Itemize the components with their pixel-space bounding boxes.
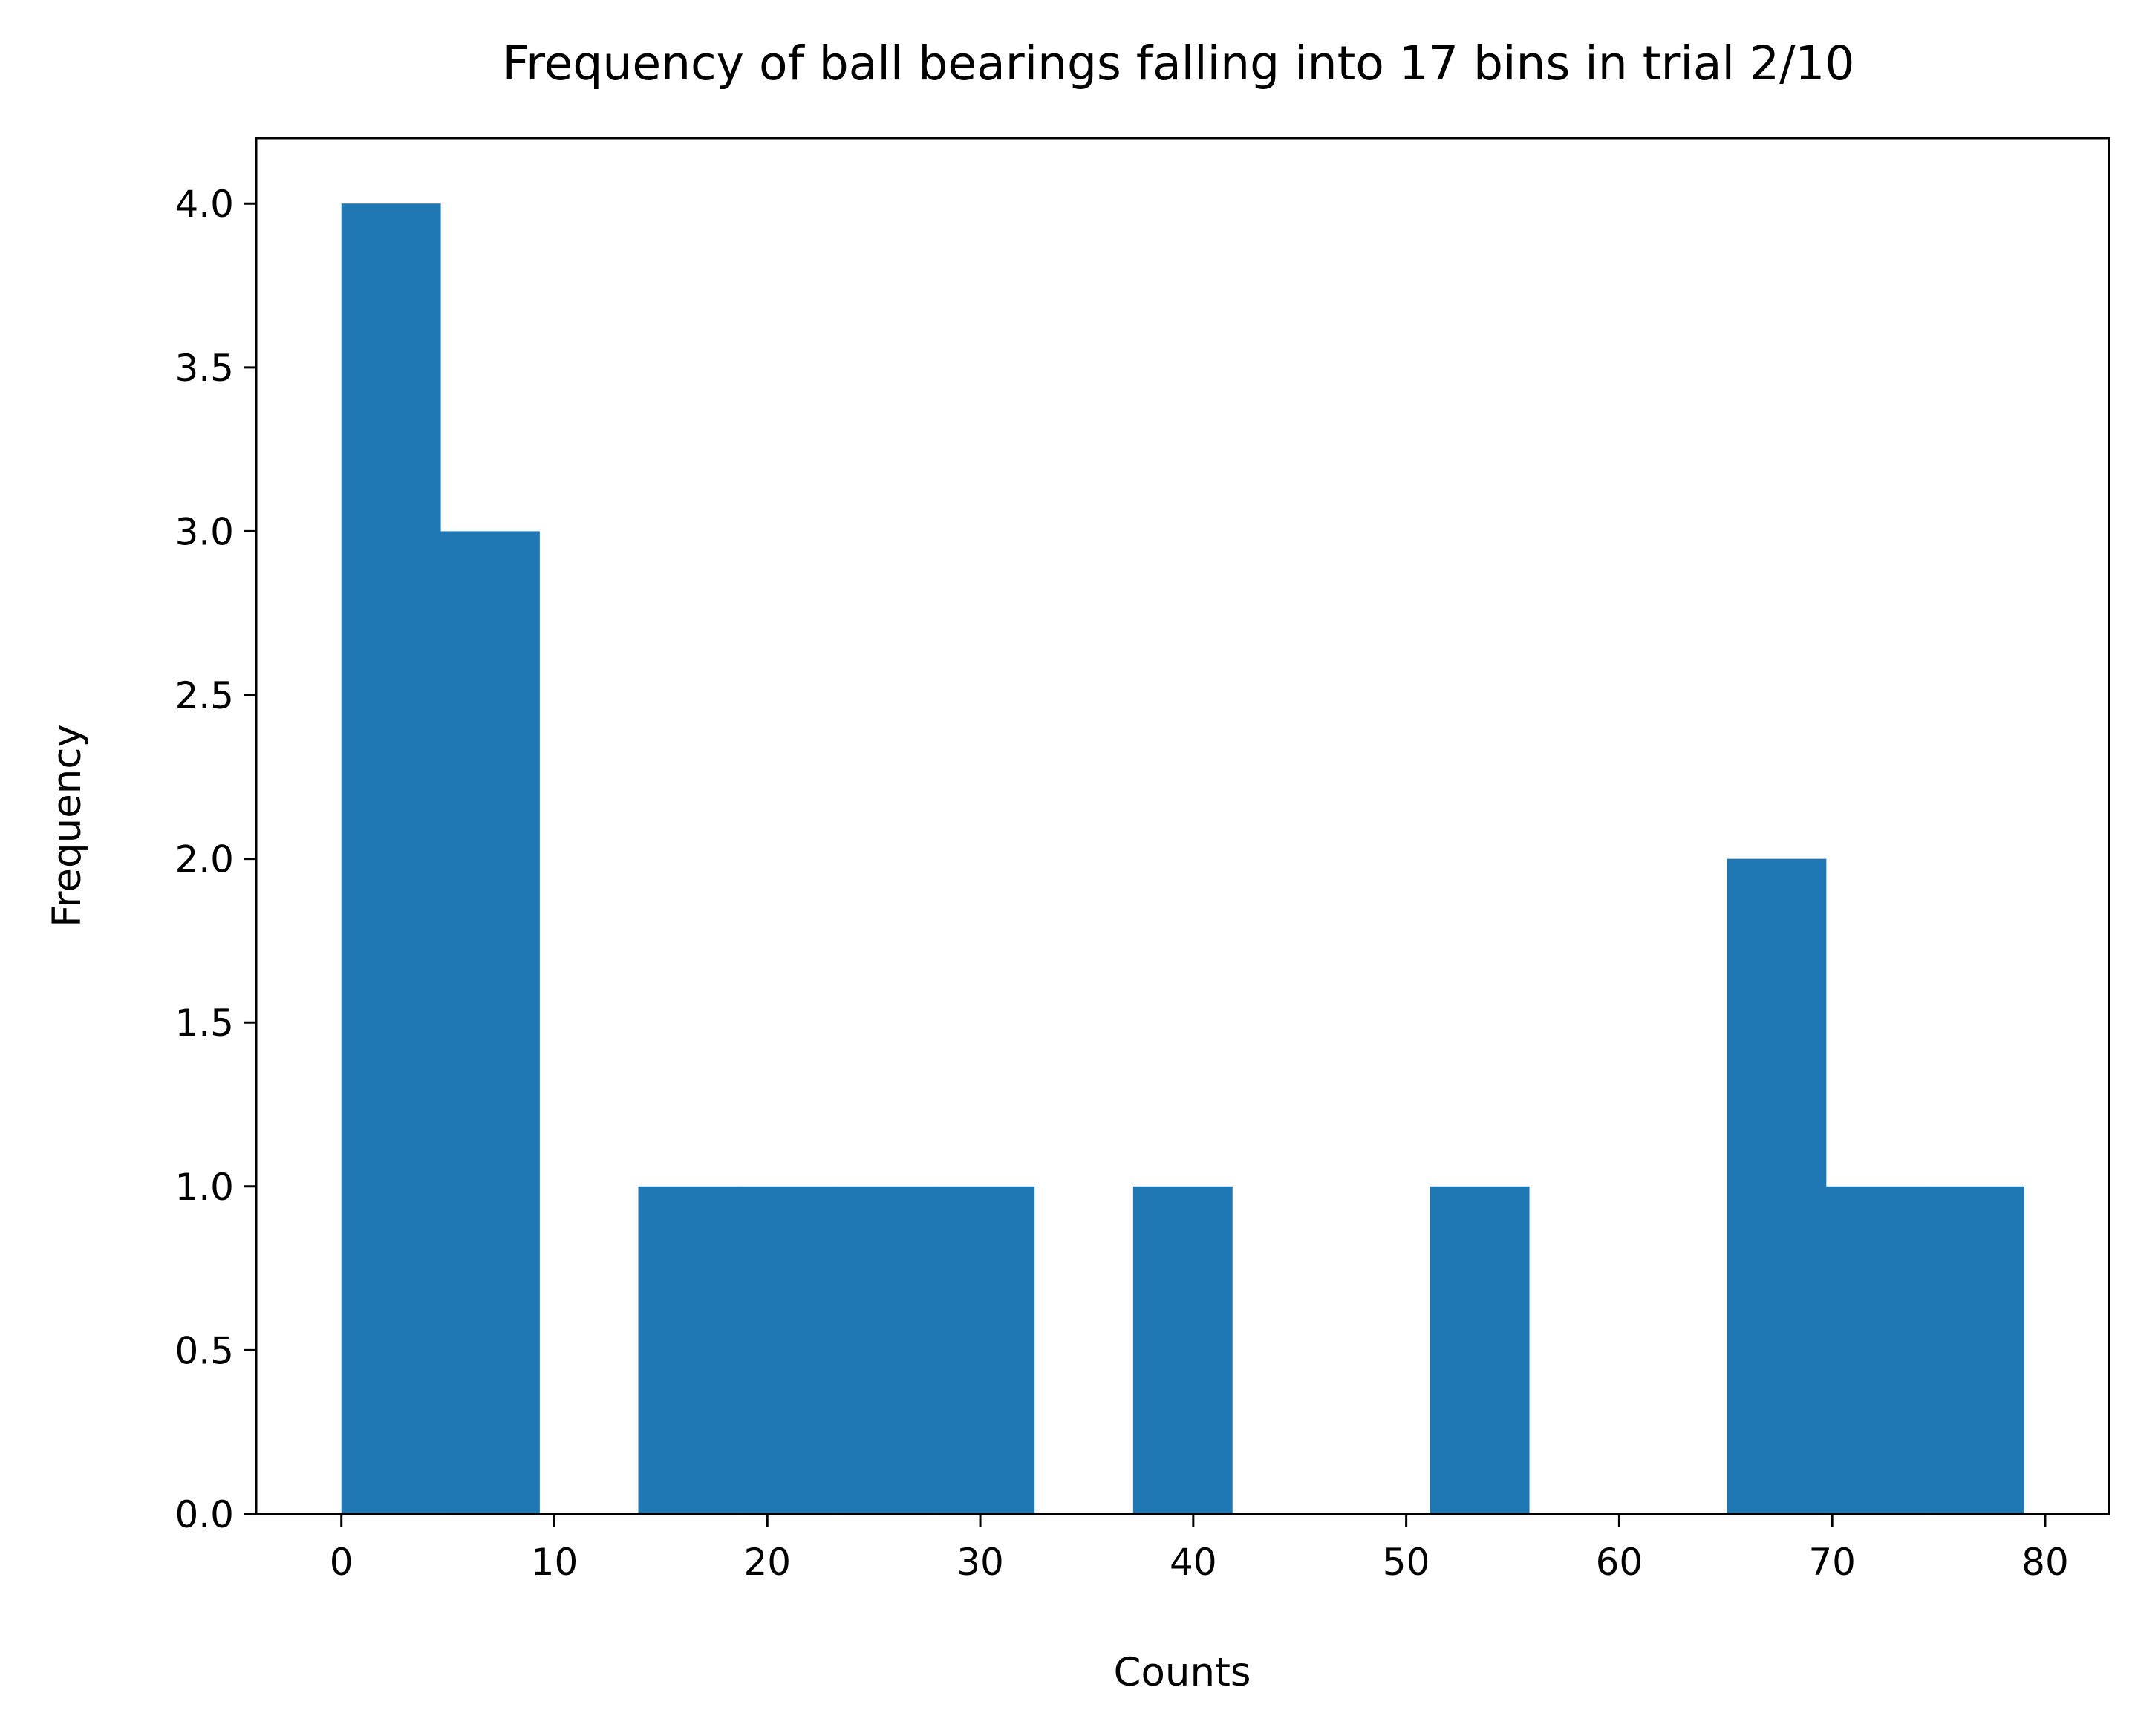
histogram-bar	[440, 531, 540, 1515]
x-tick-label: 20	[743, 1541, 791, 1584]
y-axis-label: Frequency	[45, 724, 90, 927]
y-tick-label: 0.5	[175, 1329, 234, 1372]
histogram-bar	[341, 203, 441, 1514]
plot-frame	[255, 137, 2110, 1515]
histogram-bar	[638, 1186, 738, 1514]
x-tick-label: 70	[1808, 1541, 1856, 1584]
histogram-bar	[737, 1186, 837, 1514]
x-tick-label: 60	[1596, 1541, 1643, 1584]
x-tick-label: 40	[1170, 1541, 1217, 1584]
x-axis: 0 10 20 30 40 50 60 70 80	[330, 1514, 2069, 1584]
x-tick-label: 0	[330, 1541, 353, 1584]
x-axis-label: Counts	[1113, 1650, 1251, 1695]
bars-layer	[341, 203, 2024, 1515]
y-tick-label: 1.0	[175, 1166, 234, 1209]
histogram-bar	[1132, 1186, 1233, 1514]
x-tick-label: 10	[531, 1541, 578, 1584]
histogram-bar	[1825, 1186, 1926, 1514]
y-tick-label: 2.5	[175, 674, 234, 717]
histogram-bar	[836, 1186, 936, 1514]
y-tick-label: 1.5	[175, 1002, 234, 1045]
y-tick-label: 0.0	[175, 1493, 234, 1536]
y-tick-label: 4.0	[175, 183, 234, 226]
y-tick-label: 3.5	[175, 347, 234, 390]
y-tick-label: 3.0	[175, 510, 234, 553]
x-tick-label: 80	[2021, 1541, 2069, 1584]
chart-title: Frequency of ball bearings falling into …	[503, 36, 1855, 91]
y-tick-label: 2.0	[175, 838, 234, 881]
histogram-bar	[1430, 1186, 1530, 1514]
x-tick-label: 30	[956, 1541, 1004, 1584]
x-tick-label: 50	[1383, 1541, 1430, 1584]
histogram-bar	[1925, 1186, 2024, 1514]
histogram-bar	[935, 1186, 1035, 1514]
y-axis: 0.0 0.5 1.0 1.5 2.0 2.5 3.0 3.5 4.0	[175, 183, 256, 1536]
histogram-bar	[1727, 858, 1827, 1514]
